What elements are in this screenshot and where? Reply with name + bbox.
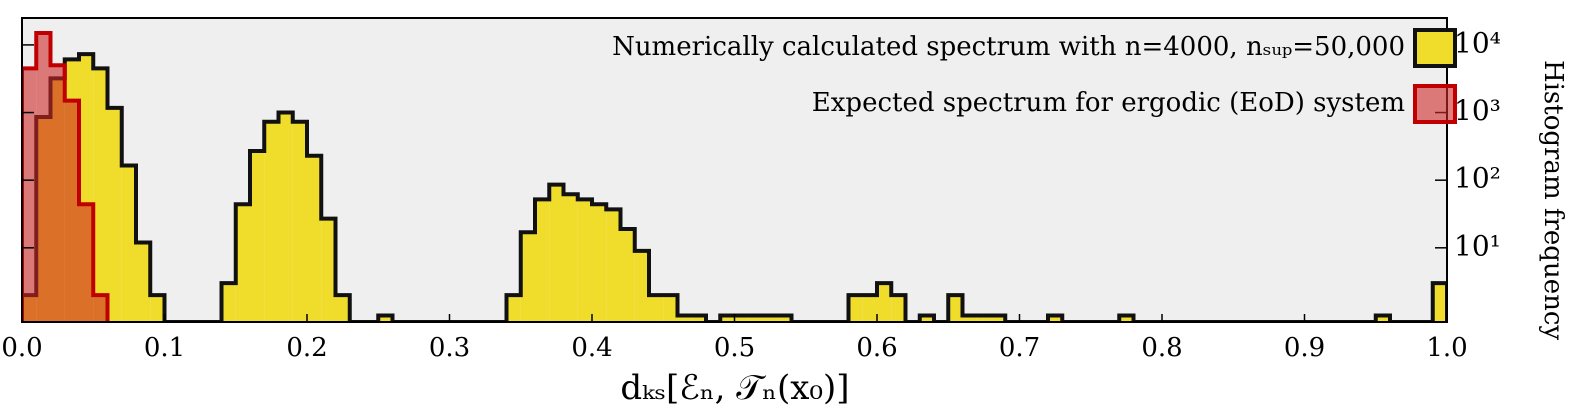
histogram-bar xyxy=(1375,315,1390,322)
histogram-bar xyxy=(677,315,692,322)
x-tick-label: 0.8 xyxy=(1141,333,1182,363)
histogram-bar xyxy=(691,315,706,322)
x-axis-label: dₖₛ[ℰₙ, 𝒯ₙ(x₀)] xyxy=(620,368,849,408)
legend-label: Numerically calculated spectrum with n=4… xyxy=(612,32,1405,62)
histogram-bar xyxy=(278,112,293,322)
x-tick-label: 0.4 xyxy=(571,333,612,363)
histogram-bar xyxy=(250,151,265,322)
histogram-bar xyxy=(1119,315,1134,322)
legend-label: Expected spectrum for ergodic (EoD) syst… xyxy=(812,88,1405,118)
histogram-bar xyxy=(877,283,892,322)
histogram-bar xyxy=(535,199,550,322)
histogram-bar xyxy=(976,315,991,322)
x-tick-label: 0.7 xyxy=(999,333,1040,363)
histogram-bar xyxy=(720,315,735,322)
legend-swatch xyxy=(1413,84,1457,124)
histogram-bar xyxy=(748,315,763,322)
histogram-bar xyxy=(321,218,336,322)
histogram-bar xyxy=(93,68,108,322)
histogram-bar xyxy=(620,228,635,322)
histogram-bar xyxy=(962,315,977,322)
histogram-bar xyxy=(563,194,578,322)
histogram-bar xyxy=(634,250,649,322)
x-tick-label: 0.3 xyxy=(429,333,470,363)
histogram-bar xyxy=(763,315,778,322)
histogram-bar xyxy=(606,209,621,322)
histogram-bar xyxy=(50,65,65,322)
bars xyxy=(22,31,1447,322)
y-tick-label: 10³ xyxy=(1454,94,1501,127)
histogram-bar xyxy=(93,295,108,322)
histogram-bar xyxy=(79,204,94,322)
histogram-bar xyxy=(991,315,1006,322)
y-tick-label: 10⁴ xyxy=(1454,26,1501,59)
histogram-bar xyxy=(649,295,664,322)
legend-swatch xyxy=(1413,28,1457,68)
histogram-bar xyxy=(264,121,279,322)
histogram-bar xyxy=(335,295,350,322)
histogram-bar xyxy=(121,165,136,322)
histogram-bar xyxy=(235,204,250,322)
histogram-bar xyxy=(520,232,535,322)
histogram-bar xyxy=(663,295,678,322)
histogram-bar xyxy=(734,315,749,322)
histogram-outline xyxy=(22,31,110,322)
histogram-bar xyxy=(592,204,607,322)
histogram-bar xyxy=(307,155,322,322)
histogram-bar xyxy=(136,242,151,322)
histogram-bar xyxy=(107,107,122,322)
x-tick-label: 0.5 xyxy=(714,333,755,363)
histogram-bar xyxy=(777,315,792,322)
y-tick-label: 10² xyxy=(1454,162,1501,195)
histogram-bar xyxy=(1048,315,1063,322)
histogram-bar xyxy=(549,184,564,322)
histogram-outline xyxy=(22,52,1447,322)
histogram-bar xyxy=(848,295,863,322)
histogram-bar xyxy=(292,121,307,322)
x-tick-label: 0.0 xyxy=(1,333,42,363)
x-tick-label: 0.2 xyxy=(286,333,327,363)
y-axis-label: Histogram frequency xyxy=(1538,60,1568,340)
histogram-bar xyxy=(919,315,934,322)
histogram-bar xyxy=(948,295,963,322)
x-tick-label: 0.6 xyxy=(856,333,897,363)
x-tick-label: 0.1 xyxy=(144,333,185,363)
histogram-bar xyxy=(862,295,877,322)
histogram-bar xyxy=(36,33,51,322)
histogram-bar xyxy=(150,295,165,322)
x-tick-label: 1.0 xyxy=(1426,333,1467,363)
histogram-bar xyxy=(577,199,592,322)
histogram-bar xyxy=(64,100,79,322)
histogram-bar xyxy=(22,68,37,322)
histogram-bar xyxy=(221,283,236,322)
histogram-bar xyxy=(506,295,521,322)
y-tick-label: 10¹ xyxy=(1454,229,1501,262)
x-tick-label: 0.9 xyxy=(1284,333,1325,363)
histogram-bar xyxy=(1432,283,1447,322)
histogram-bar xyxy=(891,295,906,322)
histogram-bar xyxy=(378,315,393,322)
